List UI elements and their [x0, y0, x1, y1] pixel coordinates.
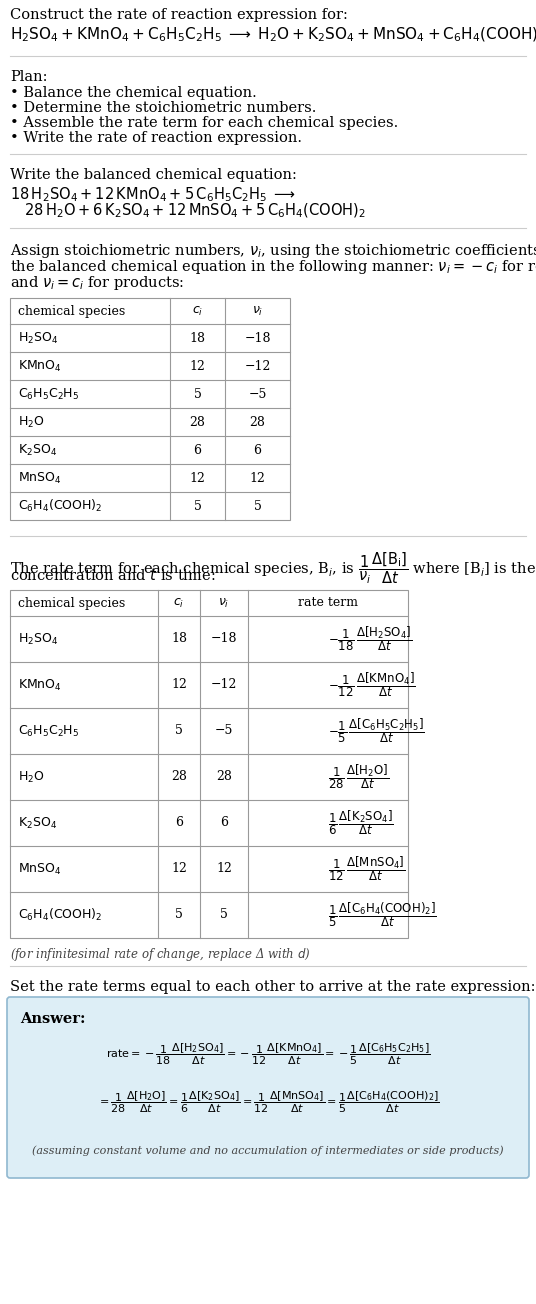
Text: 28: 28 — [216, 771, 232, 784]
Text: 5: 5 — [254, 499, 262, 512]
Text: $\dfrac{1}{5}\,\dfrac{\Delta[\mathrm{C_6H_4(COOH)_2}]}{\Delta t}$: $\dfrac{1}{5}\,\dfrac{\Delta[\mathrm{C_6… — [328, 901, 437, 930]
Text: Plan:: Plan: — [10, 70, 48, 83]
Text: −12: −12 — [244, 360, 271, 373]
Text: $\quad 28\,\mathrm{H_2O} + 6\,\mathrm{K_2SO_4} + 12\,\mathrm{MnSO_4} + 5\,\mathr: $\quad 28\,\mathrm{H_2O} + 6\,\mathrm{K_… — [10, 202, 366, 220]
Text: The rate term for each chemical species, B$_i$, is $\dfrac{1}{\nu_i}\dfrac{\Delt: The rate term for each chemical species,… — [10, 550, 536, 585]
Text: 5: 5 — [220, 909, 228, 922]
Text: Assign stoichiometric numbers, $\nu_i$, using the stoichiometric coefficients, $: Assign stoichiometric numbers, $\nu_i$, … — [10, 243, 536, 259]
Text: −18: −18 — [244, 331, 271, 344]
Text: $c_i$: $c_i$ — [192, 304, 203, 318]
Text: 12: 12 — [171, 862, 187, 875]
Text: −18: −18 — [211, 632, 237, 645]
Text: • Balance the chemical equation.: • Balance the chemical equation. — [10, 86, 257, 100]
Text: $\mathrm{K_2SO_4}$: $\mathrm{K_2SO_4}$ — [18, 815, 57, 831]
Text: $\mathrm{C_6H_4(COOH)_2}$: $\mathrm{C_6H_4(COOH)_2}$ — [18, 908, 102, 923]
FancyBboxPatch shape — [7, 998, 529, 1178]
Text: $\dfrac{1}{12}\,\dfrac{\Delta[\mathrm{MnSO_4}]}{\Delta t}$: $\dfrac{1}{12}\,\dfrac{\Delta[\mathrm{Mn… — [328, 854, 406, 883]
Text: Construct the rate of reaction expression for:: Construct the rate of reaction expressio… — [10, 8, 348, 22]
Text: 6: 6 — [220, 816, 228, 829]
Text: rate term: rate term — [298, 596, 358, 609]
Text: $\mathrm{C_6H_4(COOH)_2}$: $\mathrm{C_6H_4(COOH)_2}$ — [18, 498, 102, 514]
Text: 12: 12 — [190, 472, 205, 485]
Text: 18: 18 — [190, 331, 205, 344]
Text: 5: 5 — [193, 499, 202, 512]
Text: chemical species: chemical species — [18, 305, 125, 317]
Text: $= \dfrac{1}{28}\dfrac{\Delta[\mathrm{H_2O}]}{\Delta t} = \dfrac{1}{6}\dfrac{\De: $= \dfrac{1}{28}\dfrac{\Delta[\mathrm{H_… — [96, 1090, 440, 1115]
Text: Answer:: Answer: — [20, 1012, 86, 1026]
Text: $-\dfrac{1}{5}\,\dfrac{\Delta[\mathrm{C_6H_5C_2H_5}]}{\Delta t}$: $-\dfrac{1}{5}\,\dfrac{\Delta[\mathrm{C_… — [328, 717, 425, 746]
Text: Set the rate terms equal to each other to arrive at the rate expression:: Set the rate terms equal to each other t… — [10, 981, 535, 994]
Text: 6: 6 — [193, 443, 202, 456]
Text: 12: 12 — [250, 472, 265, 485]
Text: $18\,\mathrm{H_2SO_4} + 12\,\mathrm{KMnO_4} + 5\,\mathrm{C_6H_5C_2H_5}$$\;\longr: $18\,\mathrm{H_2SO_4} + 12\,\mathrm{KMnO… — [10, 185, 296, 203]
Text: $\mathrm{C_6H_5C_2H_5}$: $\mathrm{C_6H_5C_2H_5}$ — [18, 386, 79, 402]
Text: 28: 28 — [250, 416, 265, 429]
Text: 28: 28 — [190, 416, 205, 429]
Text: chemical species: chemical species — [18, 596, 125, 609]
Text: concentration and $t$ is time:: concentration and $t$ is time: — [10, 567, 215, 583]
Text: $\mathrm{C_6H_5C_2H_5}$: $\mathrm{C_6H_5C_2H_5}$ — [18, 724, 79, 738]
Text: $\mathrm{H_2SO_4}$: $\mathrm{H_2SO_4}$ — [18, 330, 58, 346]
Text: 12: 12 — [216, 862, 232, 875]
Text: $-\dfrac{1}{18}\,\dfrac{\Delta[\mathrm{H_2SO_4}]}{\Delta t}$: $-\dfrac{1}{18}\,\dfrac{\Delta[\mathrm{H… — [328, 625, 412, 653]
Text: (assuming constant volume and no accumulation of intermediates or side products): (assuming constant volume and no accumul… — [32, 1145, 504, 1155]
Text: $\dfrac{1}{6}\,\dfrac{\Delta[\mathrm{K_2SO_4}]}{\Delta t}$: $\dfrac{1}{6}\,\dfrac{\Delta[\mathrm{K_2… — [328, 808, 394, 837]
Text: $\dfrac{1}{28}\,\dfrac{\Delta[\mathrm{H_2O}]}{\Delta t}$: $\dfrac{1}{28}\,\dfrac{\Delta[\mathrm{H_… — [328, 763, 389, 792]
Text: (for infinitesimal rate of change, replace Δ with $d$): (for infinitesimal rate of change, repla… — [10, 945, 311, 962]
Text: $\mathrm{H_2SO_4 + KMnO_4 + C_6H_5C_2H_5}$$\;\longrightarrow\;$$\mathrm{H_2O + K: $\mathrm{H_2SO_4 + KMnO_4 + C_6H_5C_2H_5… — [10, 26, 536, 44]
Text: $\mathrm{KMnO_4}$: $\mathrm{KMnO_4}$ — [18, 678, 62, 692]
Text: $\mathrm{KMnO_4}$: $\mathrm{KMnO_4}$ — [18, 359, 62, 373]
Text: $\nu_i$: $\nu_i$ — [218, 596, 230, 609]
Text: $\nu_i$: $\nu_i$ — [252, 304, 263, 318]
Text: 18: 18 — [171, 632, 187, 645]
Text: −5: −5 — [215, 725, 233, 738]
Text: 28: 28 — [171, 771, 187, 784]
Text: $\mathrm{H_2SO_4}$: $\mathrm{H_2SO_4}$ — [18, 631, 58, 647]
Text: 5: 5 — [175, 909, 183, 922]
Text: $\mathrm{MnSO_4}$: $\mathrm{MnSO_4}$ — [18, 471, 62, 485]
Text: Write the balanced chemical equation:: Write the balanced chemical equation: — [10, 168, 297, 183]
Text: $\mathrm{K_2SO_4}$: $\mathrm{K_2SO_4}$ — [18, 442, 57, 458]
Text: $c_i$: $c_i$ — [173, 596, 184, 609]
Text: $\mathrm{MnSO_4}$: $\mathrm{MnSO_4}$ — [18, 862, 62, 876]
Text: −5: −5 — [248, 387, 267, 400]
Text: and $\nu_i = c_i$ for products:: and $\nu_i = c_i$ for products: — [10, 274, 184, 292]
Text: • Write the rate of reaction expression.: • Write the rate of reaction expression. — [10, 130, 302, 145]
Text: • Determine the stoichiometric numbers.: • Determine the stoichiometric numbers. — [10, 100, 316, 115]
Text: the balanced chemical equation in the following manner: $\nu_i = -c_i$ for react: the balanced chemical equation in the fo… — [10, 258, 536, 276]
Text: 12: 12 — [190, 360, 205, 373]
Text: $\mathrm{H_2O}$: $\mathrm{H_2O}$ — [18, 769, 44, 785]
Text: 5: 5 — [193, 387, 202, 400]
Bar — [10, 589, 408, 938]
Bar — [10, 299, 290, 520]
Text: $-\dfrac{1}{12}\,\dfrac{\Delta[\mathrm{KMnO_4}]}{\Delta t}$: $-\dfrac{1}{12}\,\dfrac{\Delta[\mathrm{K… — [328, 670, 415, 699]
Text: 6: 6 — [254, 443, 262, 456]
Text: 5: 5 — [175, 725, 183, 738]
Text: −12: −12 — [211, 678, 237, 691]
Text: 6: 6 — [175, 816, 183, 829]
Text: • Assemble the rate term for each chemical species.: • Assemble the rate term for each chemic… — [10, 116, 398, 130]
Text: $\mathrm{rate} = -\dfrac{1}{18}\dfrac{\Delta[\mathrm{H_2SO_4}]}{\Delta t} = -\df: $\mathrm{rate} = -\dfrac{1}{18}\dfrac{\D… — [106, 1042, 430, 1068]
Text: 12: 12 — [171, 678, 187, 691]
Text: $\mathrm{H_2O}$: $\mathrm{H_2O}$ — [18, 415, 44, 429]
